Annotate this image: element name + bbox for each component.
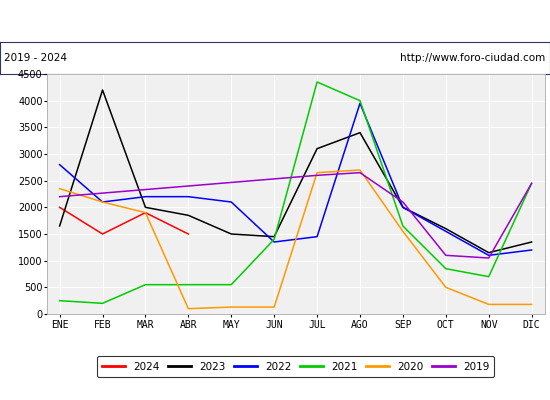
Text: 2019 - 2024: 2019 - 2024 xyxy=(4,53,68,63)
Legend: 2024, 2023, 2022, 2021, 2020, 2019: 2024, 2023, 2022, 2021, 2020, 2019 xyxy=(97,356,494,377)
Text: Evolucion Nº Turistas Nacionales en el municipio de Hermandad de Campoo de Suso: Evolucion Nº Turistas Nacionales en el m… xyxy=(25,14,525,27)
Text: http://www.foro-ciudad.com: http://www.foro-ciudad.com xyxy=(400,53,546,63)
